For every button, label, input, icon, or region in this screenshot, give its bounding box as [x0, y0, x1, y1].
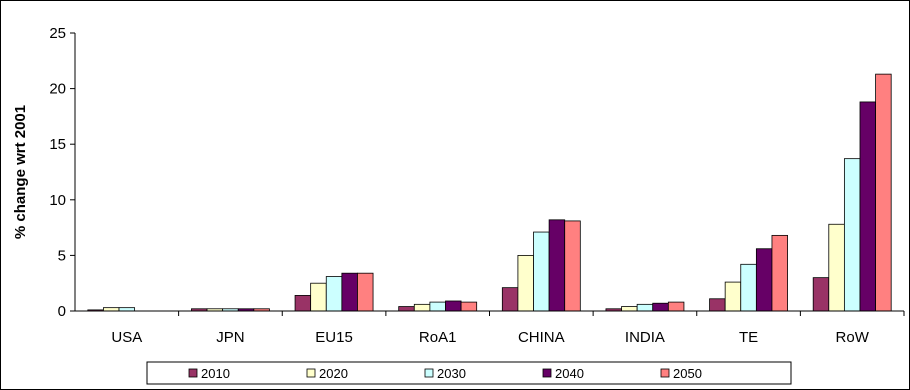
x-category-label: CHINA	[518, 329, 565, 346]
legend-swatch-2020	[306, 368, 316, 378]
bar-2050-RoA1	[460, 301, 478, 312]
bar-2050-INDIA	[667, 301, 685, 312]
bar-2020-USA	[103, 307, 120, 312]
y-tick-label: 15	[49, 136, 66, 153]
bar-2050-RoW	[875, 73, 892, 312]
bar-2010-EU15	[294, 295, 312, 312]
legend-label-2020: 2020	[319, 366, 348, 381]
bar-2020-RoA1	[413, 303, 431, 312]
y-tick-label: 10	[49, 192, 66, 209]
legend-box	[146, 361, 792, 385]
bar-2040-EU15	[341, 272, 358, 312]
bar-2020-CHINA	[517, 254, 534, 312]
legend-label-2010: 2010	[201, 366, 230, 381]
bar-2040-RoW	[859, 101, 876, 312]
bar-2020-INDIA	[621, 306, 638, 312]
bar-2010-RoW	[812, 277, 830, 312]
legend-swatch-2010	[188, 368, 198, 378]
x-category-label: INDIA	[625, 329, 665, 346]
y-axis-label: % change wrt 2001	[12, 105, 29, 239]
bar-2050-TE	[771, 234, 788, 312]
legend-swatch-2050	[660, 368, 670, 378]
bar-2030-CHINA	[533, 231, 550, 312]
x-category-label: RoW	[836, 329, 870, 346]
bar-2030-RoA1	[429, 301, 446, 312]
x-category-label: JPN	[216, 329, 244, 346]
bar-2030-EU15	[325, 276, 343, 312]
bar-2020-EU15	[310, 282, 327, 312]
bar-2020-TE	[724, 281, 742, 312]
bar-2010-RoA1	[398, 306, 415, 312]
bar-2030-TE	[740, 263, 757, 312]
bar-2040-TE	[755, 248, 773, 312]
x-category-label: TE	[739, 329, 758, 346]
y-tick-label: 5	[58, 247, 66, 264]
legend-swatch-2030	[424, 368, 434, 378]
legend-swatch-2040	[542, 368, 552, 378]
x-category-label: RoA1	[419, 329, 457, 346]
x-category-label: USA	[111, 329, 142, 346]
legend-label-2050: 2050	[673, 366, 702, 381]
bar-2040-RoA1	[445, 300, 462, 312]
y-tick-label: 20	[49, 81, 66, 98]
bar-2010-TE	[709, 298, 726, 312]
bar-2050-CHINA	[564, 220, 581, 312]
y-tick-label: 0	[58, 303, 66, 320]
y-tick-label: 25	[49, 25, 66, 42]
legend-label-2030: 2030	[437, 366, 466, 381]
bar-2050-EU15	[357, 272, 374, 312]
bar-2020-RoW	[828, 223, 845, 312]
bar-2040-CHINA	[548, 219, 566, 312]
bar-2030-USA	[118, 307, 136, 312]
legend-label-2040: 2040	[555, 366, 584, 381]
bar-2030-INDIA	[636, 303, 654, 312]
bar-2030-RoW	[843, 158, 861, 312]
bar-2010-CHINA	[501, 287, 519, 312]
x-category-label: EU15	[315, 329, 353, 346]
bar-2040-INDIA	[652, 302, 669, 312]
